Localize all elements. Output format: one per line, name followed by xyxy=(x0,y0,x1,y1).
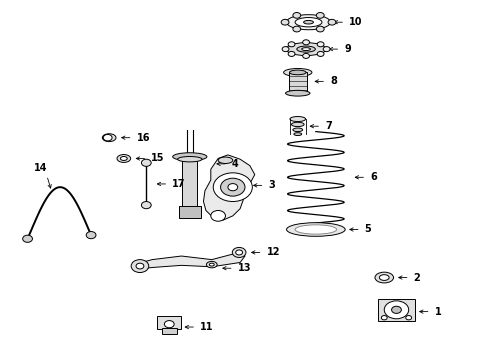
Text: 11: 11 xyxy=(200,322,214,332)
Ellipse shape xyxy=(209,263,214,266)
Circle shape xyxy=(142,202,151,209)
Bar xyxy=(162,328,176,334)
Text: 16: 16 xyxy=(137,133,150,143)
Circle shape xyxy=(293,13,301,18)
Circle shape xyxy=(381,316,387,320)
Ellipse shape xyxy=(304,21,314,24)
Ellipse shape xyxy=(206,261,217,268)
Circle shape xyxy=(384,301,409,319)
Bar xyxy=(378,299,415,320)
Ellipse shape xyxy=(218,157,233,163)
Circle shape xyxy=(220,178,245,196)
Circle shape xyxy=(211,211,225,221)
Circle shape xyxy=(293,26,301,32)
Circle shape xyxy=(323,46,330,51)
Ellipse shape xyxy=(290,70,306,75)
Text: 1: 1 xyxy=(435,307,441,316)
Text: 8: 8 xyxy=(330,76,337,86)
Text: 10: 10 xyxy=(349,17,363,27)
Circle shape xyxy=(282,46,289,51)
Text: 3: 3 xyxy=(269,180,275,190)
Text: 6: 6 xyxy=(370,172,377,182)
Text: 12: 12 xyxy=(267,247,280,257)
Text: 15: 15 xyxy=(151,153,165,163)
Circle shape xyxy=(288,51,295,57)
Ellipse shape xyxy=(102,134,116,141)
Bar xyxy=(157,316,181,329)
Circle shape xyxy=(317,51,324,57)
Circle shape xyxy=(317,13,324,18)
Ellipse shape xyxy=(286,42,326,55)
Text: 14: 14 xyxy=(34,163,48,173)
Circle shape xyxy=(228,184,238,191)
Ellipse shape xyxy=(121,157,127,161)
Text: 9: 9 xyxy=(344,44,351,54)
Text: 7: 7 xyxy=(325,121,332,131)
Bar xyxy=(179,206,200,218)
Ellipse shape xyxy=(286,90,310,96)
Text: 2: 2 xyxy=(414,273,420,283)
Circle shape xyxy=(303,40,310,45)
Circle shape xyxy=(23,235,32,242)
Circle shape xyxy=(103,134,112,141)
Circle shape xyxy=(213,173,252,202)
Circle shape xyxy=(131,260,149,273)
Circle shape xyxy=(317,26,324,32)
Circle shape xyxy=(406,316,412,320)
Text: 4: 4 xyxy=(232,159,239,169)
Ellipse shape xyxy=(295,18,322,27)
Ellipse shape xyxy=(117,154,131,162)
Ellipse shape xyxy=(292,122,304,127)
Ellipse shape xyxy=(293,128,303,132)
Bar xyxy=(182,157,197,216)
Ellipse shape xyxy=(177,157,202,162)
Polygon shape xyxy=(135,252,245,269)
Circle shape xyxy=(86,231,96,239)
Ellipse shape xyxy=(295,225,337,234)
Polygon shape xyxy=(203,155,255,220)
Ellipse shape xyxy=(294,133,302,135)
Circle shape xyxy=(136,263,144,269)
Ellipse shape xyxy=(375,272,393,283)
Circle shape xyxy=(142,159,151,166)
Ellipse shape xyxy=(287,223,345,236)
Circle shape xyxy=(281,19,289,25)
Ellipse shape xyxy=(302,48,311,50)
Ellipse shape xyxy=(172,153,207,161)
Text: 13: 13 xyxy=(238,263,251,273)
Ellipse shape xyxy=(297,46,316,52)
Ellipse shape xyxy=(284,68,312,76)
Circle shape xyxy=(288,42,295,47)
Circle shape xyxy=(392,306,401,314)
Ellipse shape xyxy=(287,15,331,30)
Ellipse shape xyxy=(290,117,306,122)
Text: 17: 17 xyxy=(172,179,186,189)
Bar xyxy=(289,72,307,93)
Circle shape xyxy=(164,320,174,328)
Text: 5: 5 xyxy=(365,225,371,234)
Ellipse shape xyxy=(379,275,389,280)
Circle shape xyxy=(317,42,324,47)
Circle shape xyxy=(232,247,246,257)
Circle shape xyxy=(328,19,336,25)
Circle shape xyxy=(236,250,243,255)
Circle shape xyxy=(303,53,310,58)
